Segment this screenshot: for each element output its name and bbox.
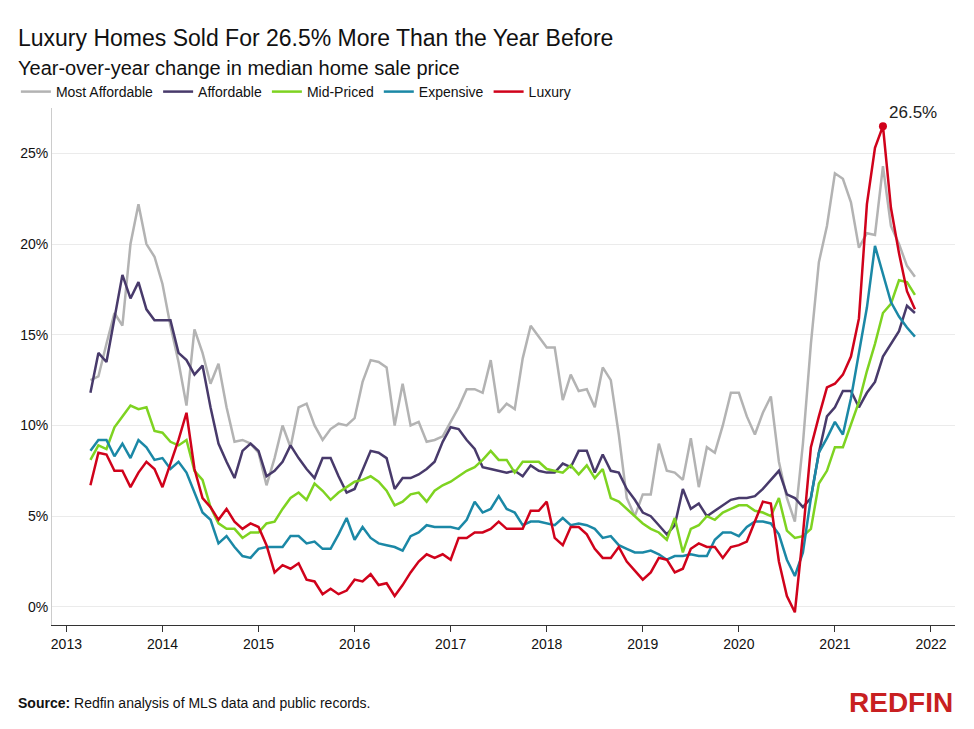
svg-text:20%: 20% bbox=[20, 236, 48, 252]
svg-text:Most Affordable: Most Affordable bbox=[56, 84, 153, 100]
svg-text:Source: Redfin analysis of MLS: Source: Redfin analysis of MLS data and … bbox=[18, 695, 371, 711]
svg-text:0%: 0% bbox=[28, 599, 48, 615]
svg-text:2020: 2020 bbox=[723, 636, 754, 652]
svg-text:2021: 2021 bbox=[819, 636, 850, 652]
svg-text:5%: 5% bbox=[28, 508, 48, 524]
svg-text:REDFIN: REDFIN bbox=[849, 687, 953, 718]
svg-text:Luxury Homes Sold For 26.5% Mo: Luxury Homes Sold For 26.5% More Than th… bbox=[18, 25, 613, 51]
svg-text:2015: 2015 bbox=[243, 636, 274, 652]
svg-text:15%: 15% bbox=[20, 327, 48, 343]
svg-text:25%: 25% bbox=[20, 145, 48, 161]
svg-text:2022: 2022 bbox=[915, 636, 946, 652]
svg-text:2013: 2013 bbox=[51, 636, 82, 652]
svg-text:2019: 2019 bbox=[627, 636, 658, 652]
svg-text:Year-over-year change in media: Year-over-year change in median home sal… bbox=[18, 57, 460, 79]
svg-text:Expensive: Expensive bbox=[419, 84, 484, 100]
svg-text:10%: 10% bbox=[20, 417, 48, 433]
svg-text:26.5%: 26.5% bbox=[889, 103, 937, 122]
svg-text:2014: 2014 bbox=[147, 636, 178, 652]
svg-text:Mid-Priced: Mid-Priced bbox=[307, 84, 374, 100]
svg-text:Affordable: Affordable bbox=[198, 84, 262, 100]
svg-text:2017: 2017 bbox=[435, 636, 466, 652]
svg-text:2016: 2016 bbox=[339, 636, 370, 652]
svg-text:2018: 2018 bbox=[531, 636, 562, 652]
svg-text:Luxury: Luxury bbox=[529, 84, 571, 100]
